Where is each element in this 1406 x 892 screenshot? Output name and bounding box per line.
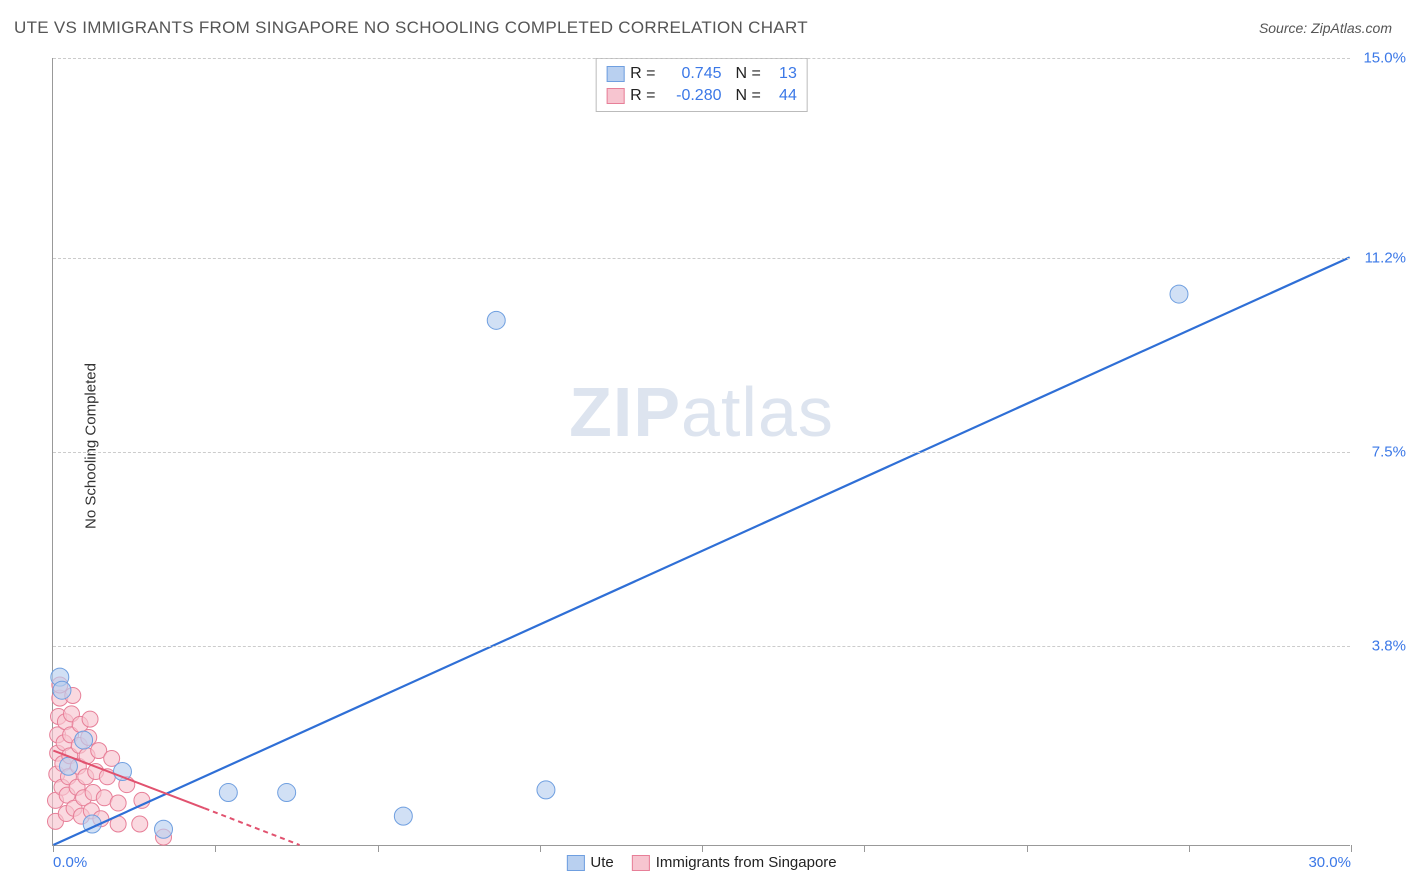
data-point <box>82 711 98 727</box>
data-point <box>132 816 148 832</box>
gridline <box>53 258 1350 259</box>
x-tick <box>864 845 865 852</box>
y-tick-label: 3.8% <box>1372 638 1406 655</box>
legend-swatch <box>566 855 584 871</box>
x-tick <box>53 845 54 852</box>
gridline <box>53 452 1350 453</box>
x-tick <box>215 845 216 852</box>
y-tick-label: 7.5% <box>1372 444 1406 461</box>
x-tick <box>702 845 703 852</box>
x-tick <box>540 845 541 852</box>
legend: Ute Immigrants from Singapore <box>566 854 836 871</box>
y-tick-label: 15.0% <box>1363 50 1406 67</box>
source-prefix: Source: <box>1259 20 1307 36</box>
data-point <box>1170 285 1188 303</box>
trend-line <box>53 257 1349 845</box>
n-value: 44 <box>767 85 797 107</box>
series-swatch <box>606 66 624 82</box>
data-point <box>155 820 173 838</box>
source-attribution: Source: ZipAtlas.com <box>1259 20 1392 36</box>
x-tick-label: 0.0% <box>53 854 87 871</box>
correlation-row: R = -0.280 N = 44 <box>606 85 797 107</box>
data-point <box>278 784 296 802</box>
r-label: R = <box>630 63 655 85</box>
trend-line <box>205 808 300 845</box>
correlation-row: R = 0.745 N = 13 <box>606 63 797 85</box>
chart-header: UTE VS IMMIGRANTS FROM SINGAPORE NO SCHO… <box>14 18 1392 38</box>
series-swatch <box>606 88 624 104</box>
r-label: R = <box>630 85 655 107</box>
data-point <box>59 757 77 775</box>
data-point <box>219 784 237 802</box>
data-point <box>394 807 412 825</box>
gridline <box>53 646 1350 647</box>
x-tick <box>1351 845 1352 852</box>
chart-title: UTE VS IMMIGRANTS FROM SINGAPORE NO SCHO… <box>14 18 808 38</box>
y-tick-label: 11.2% <box>1365 249 1406 266</box>
legend-item: Immigrants from Singapore <box>632 854 837 871</box>
correlation-box: R = 0.745 N = 13 R = -0.280 N = 44 <box>595 58 808 112</box>
x-tick <box>378 845 379 852</box>
n-label: N = <box>736 85 761 107</box>
r-value: 0.745 <box>662 63 722 85</box>
n-label: N = <box>736 63 761 85</box>
legend-swatch <box>632 855 650 871</box>
source-name: ZipAtlas.com <box>1311 20 1392 36</box>
x-tick <box>1027 845 1028 852</box>
data-point <box>110 795 126 811</box>
plot-area: ZIPatlas R =0.745N =13R =-0.280N =44 Ute… <box>52 58 1350 846</box>
n-value: 13 <box>767 63 797 85</box>
r-value: -0.280 <box>662 85 722 107</box>
legend-label: Ute <box>590 854 613 871</box>
x-tick <box>1189 845 1190 852</box>
data-point <box>75 731 93 749</box>
gridline <box>53 58 1350 59</box>
legend-label: Immigrants from Singapore <box>656 854 837 871</box>
data-point <box>537 781 555 799</box>
data-point <box>53 681 71 699</box>
data-point <box>487 311 505 329</box>
legend-item: Ute <box>566 854 613 871</box>
x-tick-label: 30.0% <box>1308 854 1351 871</box>
